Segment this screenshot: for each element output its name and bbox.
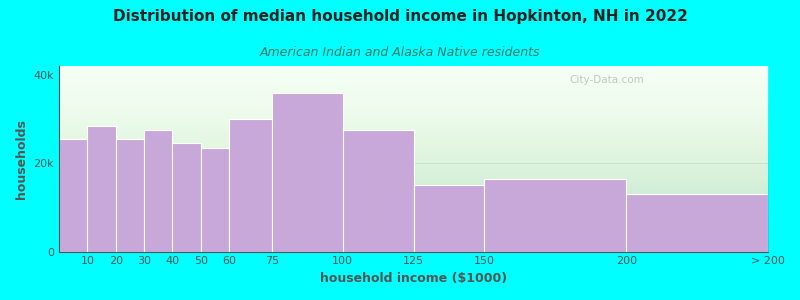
Text: City-Data.com: City-Data.com xyxy=(570,75,644,85)
Bar xyxy=(485,179,626,252)
Bar xyxy=(116,139,144,252)
Y-axis label: households: households xyxy=(15,119,28,199)
Bar xyxy=(87,126,116,252)
Bar xyxy=(626,194,768,252)
Bar xyxy=(272,92,342,252)
Bar xyxy=(59,139,87,252)
Bar xyxy=(144,130,173,252)
Bar xyxy=(230,119,272,252)
Text: Distribution of median household income in Hopkinton, NH in 2022: Distribution of median household income … xyxy=(113,9,687,24)
Bar xyxy=(414,185,485,252)
Bar xyxy=(201,148,230,252)
Bar xyxy=(342,130,414,252)
X-axis label: household income ($1000): household income ($1000) xyxy=(320,272,507,285)
Bar xyxy=(173,143,201,252)
Text: American Indian and Alaska Native residents: American Indian and Alaska Native reside… xyxy=(260,46,540,59)
